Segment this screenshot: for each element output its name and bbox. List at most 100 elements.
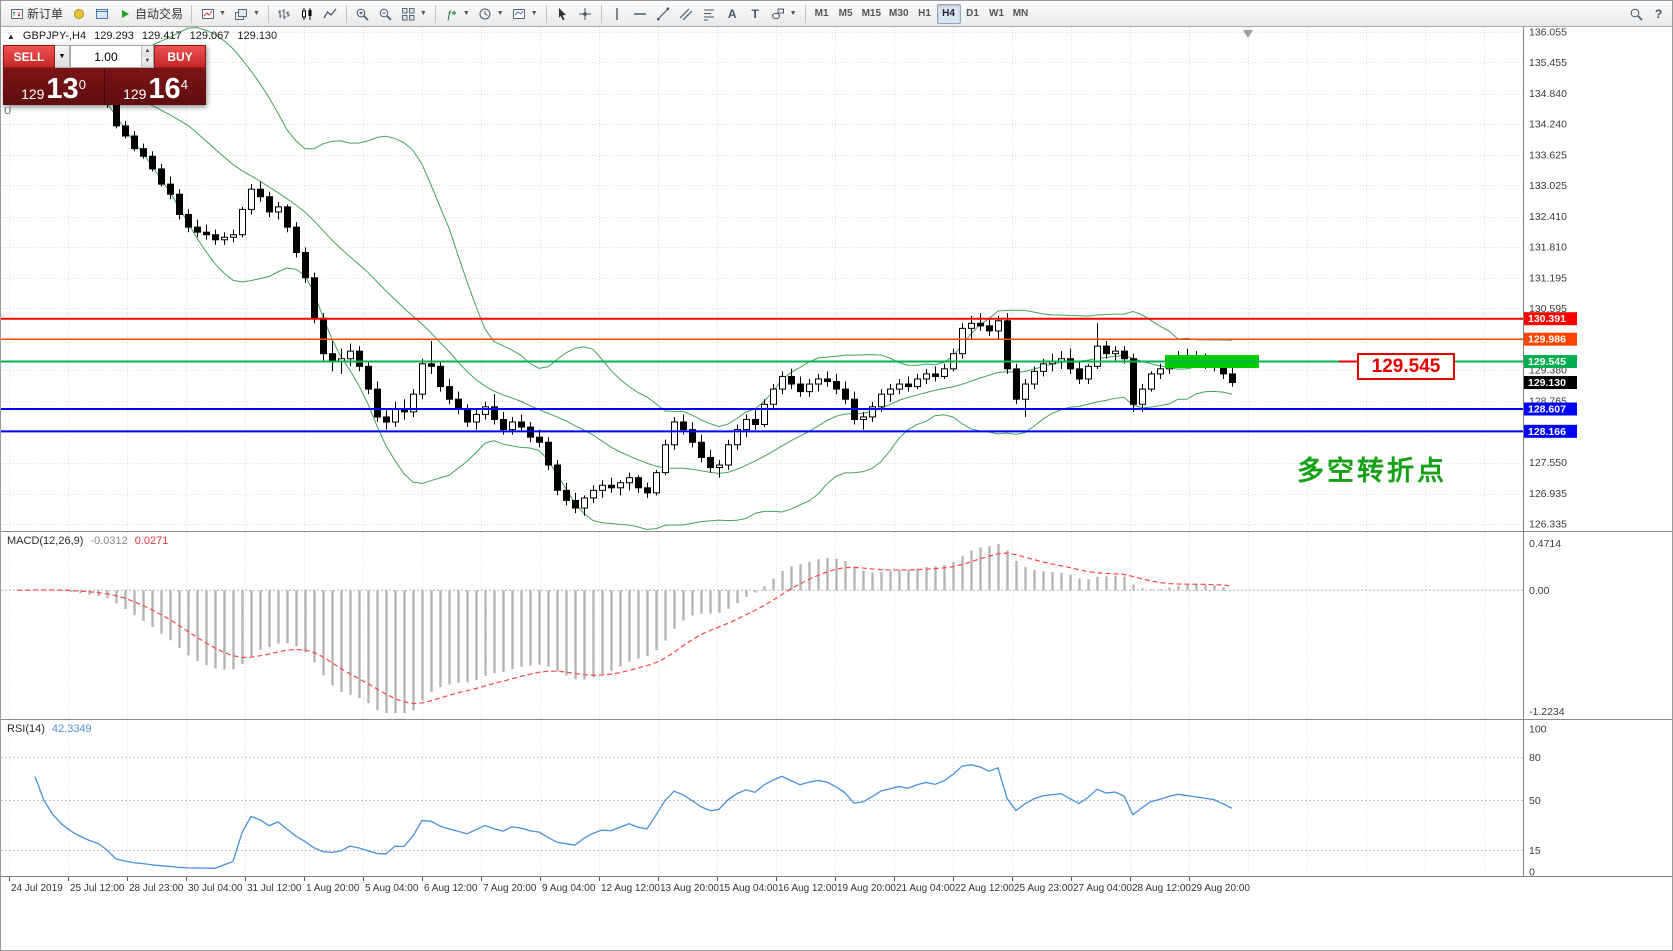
- bar-chart-icon: [277, 6, 292, 21]
- toolbar-separator: [600, 4, 602, 23]
- vertical-line-button[interactable]: [606, 3, 629, 25]
- buy-button[interactable]: BUY: [154, 45, 206, 68]
- collapse-arrow-icon[interactable]: ▲: [7, 31, 15, 41]
- price-tag-label: 129.986: [1528, 334, 1566, 346]
- zoom-out-button[interactable]: [374, 3, 397, 25]
- one-click-trading-panel: SELL ▼ ▲ ▼ BUY 129 13 0 129 16 4: [3, 45, 206, 105]
- bar-close: 129.130: [237, 30, 278, 42]
- macd-scale-label: 0.4714: [1529, 538, 1561, 550]
- price-axis-label: 136.055: [1529, 27, 1567, 39]
- time-axis-label: 5 Aug 04:00: [365, 883, 419, 894]
- macd-scale-label: 0.00: [1529, 585, 1550, 597]
- time-axis-label: 24 Jul 2019: [11, 883, 63, 894]
- time-axis-label: 30 Jul 04:00: [188, 883, 243, 894]
- line-chart-button[interactable]: [319, 3, 342, 25]
- chevron-down-icon: ▼: [58, 53, 66, 60]
- price-tag: [1524, 376, 1577, 390]
- time-axis-label: 19 Aug 20:00: [837, 883, 896, 894]
- time-axis-label: 25 Jul 12:00: [70, 883, 125, 894]
- new-order-button-label: 新订单: [27, 7, 64, 21]
- chevron-down-icon: ▼: [419, 10, 427, 17]
- cursor-icon: [555, 6, 570, 21]
- timeframe-w1[interactable]: W1: [985, 4, 1009, 24]
- toolbar-separator: [345, 4, 347, 23]
- trade-panel-dropdown[interactable]: ▼: [55, 45, 70, 68]
- templates-button[interactable]: ▼: [508, 3, 542, 25]
- toolbar-separator: [804, 4, 806, 23]
- new-chart-button[interactable]: ▼: [196, 3, 230, 25]
- macd-panel-canvas[interactable]: 0.4714 0.00 -1.2234: [1, 531, 1673, 719]
- time-axis-label: 22 Aug 12:00: [955, 883, 1014, 894]
- price-tag-label: 128.607: [1528, 403, 1566, 415]
- candlestick-button[interactable]: [296, 3, 319, 25]
- autotrading-button[interactable]: 自动交易: [113, 3, 187, 25]
- sell-price[interactable]: 129 13 0: [3, 68, 105, 105]
- search-button[interactable]: [1624, 3, 1647, 25]
- macd-signal-value: 0.0271: [134, 535, 169, 547]
- volume-increase-button[interactable]: ▲: [141, 46, 153, 57]
- bar-open: 129.293: [94, 30, 134, 42]
- buy-price-point: 4: [180, 77, 188, 92]
- macd-label: MACD(12,26,9) -0.0312 0.0271: [7, 535, 169, 547]
- text-icon: A: [727, 6, 737, 21]
- market-watch-button[interactable]: [67, 3, 90, 25]
- bar-chart-button[interactable]: [273, 3, 296, 25]
- time-axis-label: 13 Aug 20:00: [660, 883, 719, 894]
- trendline-button[interactable]: [652, 3, 675, 25]
- rsi-panel-canvas[interactable]: 100 80 50 15 0: [1, 719, 1673, 876]
- clock-icon: [478, 6, 493, 21]
- sell-price-point: 0: [78, 77, 86, 92]
- time-axis-label: 16 Aug 12:00: [778, 883, 837, 894]
- rsi-scale-label: 0: [1529, 867, 1535, 877]
- volume-decrease-button[interactable]: ▼: [141, 56, 153, 67]
- coin-icon: [71, 6, 86, 21]
- chart-shift-marker[interactable]: [1243, 30, 1253, 38]
- timeframe-m30[interactable]: M30: [885, 4, 912, 24]
- price-chart-canvas[interactable]: 136.055 135.455 134.840 134.240 133.625 133.0…: [1, 27, 1673, 531]
- fibonacci-button[interactable]: [698, 3, 721, 25]
- cursor-button[interactable]: [551, 3, 574, 25]
- volume-input[interactable]: [71, 46, 141, 67]
- zoom-out-icon: [378, 6, 393, 21]
- data-window-button[interactable]: [90, 3, 113, 25]
- profiles-button[interactable]: ▼: [230, 3, 264, 25]
- chevron-down-icon: ▼: [219, 10, 226, 17]
- buy-price[interactable]: 129 16 4: [105, 68, 206, 105]
- tile-windows-button[interactable]: ▼: [397, 3, 431, 25]
- text-button[interactable]: A: [721, 3, 744, 25]
- channel-button[interactable]: [675, 3, 698, 25]
- time-axis[interactable]: 24 Jul 2019 25 Jul 12:00 28 Jul 23:00 30 Ju…: [1, 876, 1673, 897]
- timeframe-d1[interactable]: D1: [961, 4, 985, 24]
- new-order-button[interactable]: 新订单: [5, 3, 67, 25]
- macd-scale-label: -1.2234: [1529, 706, 1565, 718]
- shapes-icon: [771, 6, 786, 21]
- timeframe-h4[interactable]: H4: [936, 3, 961, 24]
- time-axis-label: 7 Aug 20:00: [483, 883, 537, 894]
- buy-price-big-figure: 129: [123, 86, 147, 102]
- timeframe-m15[interactable]: M15: [858, 4, 885, 24]
- periods-button[interactable]: ▼: [474, 3, 508, 25]
- timeframe-h1[interactable]: H1: [913, 4, 937, 24]
- rsi-scale-label: 15: [1529, 845, 1541, 857]
- sell-price-pips: 13: [46, 73, 79, 105]
- price-tag: [1524, 402, 1577, 416]
- bar-high: 129.417: [141, 30, 182, 42]
- horizontal-line-button[interactable]: [629, 3, 652, 25]
- bollinger-lower-band: [16, 79, 1233, 531]
- price-tag-label: 128.166: [1528, 426, 1566, 438]
- time-axis-label: 31 Jul 12:00: [247, 883, 302, 894]
- macd-signal-line: [16, 552, 1233, 705]
- zoom-in-button[interactable]: [351, 3, 374, 25]
- shapes-button[interactable]: ▼: [767, 3, 801, 25]
- crosshair-button[interactable]: [574, 3, 597, 25]
- help-button[interactable]: ?: [1647, 3, 1670, 25]
- turning-point-annotation[interactable]: 多空转折点: [1297, 456, 1447, 486]
- timeframe-m5[interactable]: M5: [834, 4, 858, 24]
- timeframe-mn[interactable]: MN: [1009, 4, 1033, 24]
- sell-button[interactable]: SELL: [3, 45, 55, 68]
- timeframe-m1[interactable]: M1: [810, 4, 834, 24]
- indicators-button[interactable]: ƒ ▼: [440, 3, 474, 25]
- label-button[interactable]: T: [744, 3, 767, 25]
- macd-main-value: -0.0312: [90, 535, 128, 547]
- price-callout-box[interactable]: 129.545: [1357, 353, 1455, 380]
